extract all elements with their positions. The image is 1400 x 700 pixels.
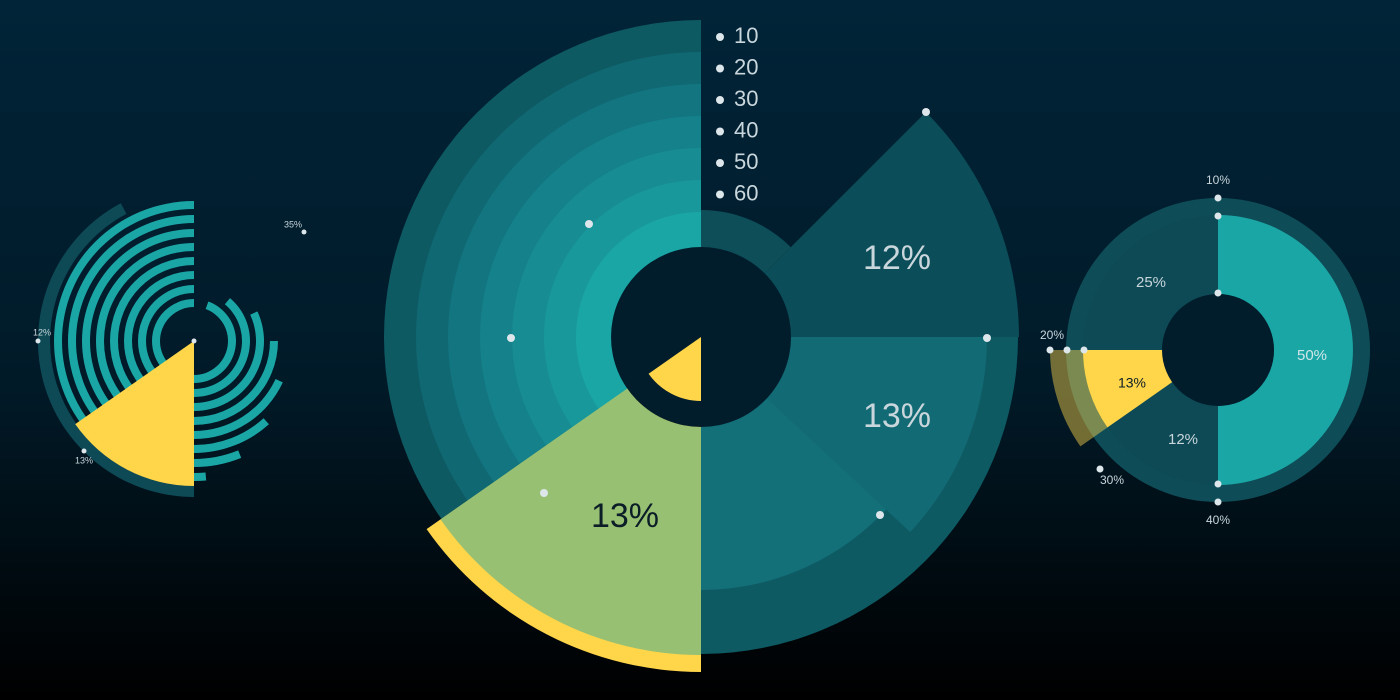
right-label-25: 25% xyxy=(1136,274,1166,291)
right-label-12: 12% xyxy=(1168,431,1198,448)
legend-dot-60 xyxy=(716,190,724,199)
right-scale-dot-5 xyxy=(1214,498,1222,506)
legend-label-10: 10 xyxy=(734,23,758,48)
legend-dot-50 xyxy=(716,159,724,167)
right-donut-chart: 50% 12% 13% 25% 10% 20% 30% 40% xyxy=(1040,173,1370,527)
center-sector-12-right xyxy=(701,112,1019,337)
right-scale-40: 40% xyxy=(1206,513,1230,527)
center-marker-dot-6 xyxy=(876,511,884,519)
left-bar-4 xyxy=(194,379,283,439)
left-ring-6 xyxy=(124,271,194,411)
right-scale-dot-2 xyxy=(1214,212,1222,220)
right-scale-dot-1 xyxy=(1214,194,1222,202)
legend-label-40: 40 xyxy=(734,117,758,142)
center-highlight-wedge xyxy=(426,337,701,672)
right-hole xyxy=(1162,294,1274,406)
right-scale-dot-6 xyxy=(1046,346,1054,354)
right-scale-dot-7 xyxy=(1063,346,1071,354)
legend-dot-10 xyxy=(716,33,724,41)
left-dot-13 xyxy=(81,448,87,454)
legend-dot-40 xyxy=(716,127,724,136)
left-dot-12 xyxy=(35,338,41,344)
legend-label-50: 50 xyxy=(734,149,758,174)
legend-label-20: 20 xyxy=(734,54,758,79)
center-marker-dot-2 xyxy=(507,334,515,342)
left-bar-1 xyxy=(194,472,207,481)
left-bar-7 xyxy=(194,298,251,397)
left-dot-35 xyxy=(301,229,307,235)
center-marker-dot-3 xyxy=(540,489,548,497)
center-marker-dot-1 xyxy=(585,220,593,228)
left-bar-5 xyxy=(194,341,278,425)
left-label-13: 13% xyxy=(75,455,93,465)
right-sector-50 xyxy=(1218,215,1353,485)
left-bar-2 xyxy=(194,450,242,467)
center-marker-dot-4 xyxy=(922,108,930,116)
right-sector-25 xyxy=(1083,215,1218,350)
center-label-13-right: 13% xyxy=(863,397,931,435)
center-label-13-highlight: 13% xyxy=(591,497,659,535)
center-highlight-overlay xyxy=(440,388,701,655)
left-ring-8 xyxy=(152,299,194,383)
left-center-dot xyxy=(191,338,197,344)
right-scale-dot-4 xyxy=(1214,480,1222,488)
left-highlight-wedge xyxy=(75,341,194,486)
left-outer-arc-12 xyxy=(38,341,77,431)
right-label-50: 50% xyxy=(1297,347,1327,364)
left-ring-7 xyxy=(138,285,194,397)
left-radial-chart: 35% 12% 13% xyxy=(33,201,307,497)
left-label-12: 12% xyxy=(33,327,51,337)
right-scale-dot-3 xyxy=(1214,289,1222,297)
legend-label-30: 30 xyxy=(734,86,758,111)
left-bar-6 xyxy=(194,311,265,411)
legend-dot-20 xyxy=(716,64,724,73)
left-bar-8 xyxy=(194,301,237,383)
right-scale-20: 20% xyxy=(1040,328,1064,342)
center-hole-wedge xyxy=(648,337,701,401)
right-label-13: 13% xyxy=(1118,375,1146,391)
right-scale-30: 30% xyxy=(1100,473,1124,487)
center-marker-dot-5 xyxy=(983,334,991,342)
right-scale-10: 10% xyxy=(1206,173,1230,187)
center-rose-chart: 12% 13% 13% 10 20 30 40 50 60 xyxy=(384,20,1019,672)
legend-dot-30 xyxy=(716,96,724,104)
left-bar-3 xyxy=(194,418,269,453)
right-scale-dot-9 xyxy=(1096,465,1104,473)
legend-label-60: 60 xyxy=(734,180,758,205)
center-label-12: 12% xyxy=(863,239,931,277)
right-scale-dot-8 xyxy=(1080,346,1088,354)
left-label-35: 35% xyxy=(284,219,302,229)
